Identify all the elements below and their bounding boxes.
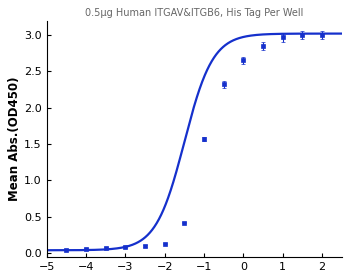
Title: 0.5μg Human ITGAV&ITGB6, His Tag Per Well: 0.5μg Human ITGAV&ITGB6, His Tag Per Wel… (85, 8, 303, 18)
Y-axis label: Mean Abs.(OD450): Mean Abs.(OD450) (8, 76, 21, 201)
